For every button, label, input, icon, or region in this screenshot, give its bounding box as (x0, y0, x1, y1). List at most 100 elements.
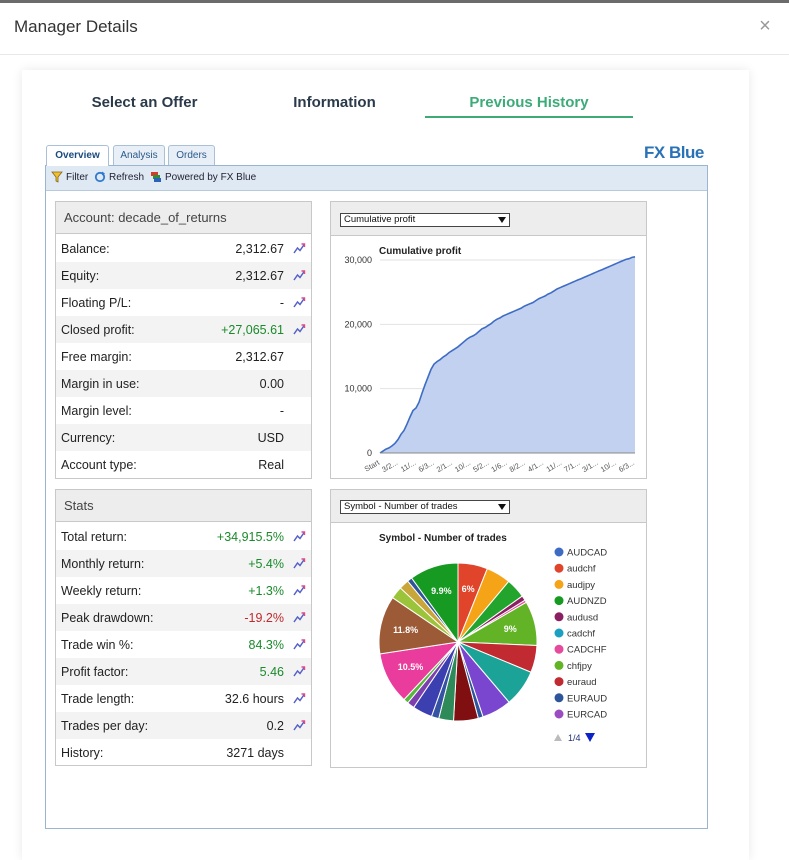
stats-label: Profit factor: (61, 665, 129, 679)
stats-value: +34,915.5% (216, 530, 284, 544)
x-tick-label: 10/... (453, 458, 472, 474)
account-panel: Account: decade_of_returns Balance: 2,312… (55, 201, 312, 479)
pie-type-select[interactable]: Symbol - Number of trades (340, 500, 510, 514)
account-value: 2,312.67 (235, 350, 284, 364)
x-tick-label: 11/... (545, 458, 563, 474)
stats-label: Weekly return: (61, 584, 142, 598)
legend-item-audnzd[interactable]: AUDNZD (567, 596, 607, 607)
account-value: - (279, 296, 284, 310)
legend-swatch (554, 693, 564, 703)
pie-slice-label: 10.5% (398, 662, 424, 672)
chart-trend-icon[interactable] (293, 611, 306, 624)
stats-label: Trades per day: (61, 719, 149, 733)
refresh-icon (94, 171, 106, 183)
x-tick-label: 6/3... (417, 458, 436, 474)
legend-item-cadchf[interactable]: cadchf (567, 629, 595, 640)
stats-title: Stats (56, 490, 311, 522)
fx-tab-orders[interactable]: Orders (168, 145, 215, 165)
legend-item-audjpy[interactable]: audjpy (567, 580, 595, 591)
legend-item-audcad[interactable]: AUDCAD (567, 548, 607, 559)
legend-item-audchf[interactable]: audchf (567, 564, 596, 575)
close-icon[interactable]: × (759, 15, 771, 37)
account-row-currency: Currency: USD (56, 424, 311, 451)
account-label: Account type: (61, 458, 137, 472)
legend-swatch (554, 709, 564, 719)
account-value: 2,312.67 (235, 269, 284, 283)
pie-slice-label: 9.9% (431, 586, 452, 596)
chart-type-select-value: Cumulative profit (344, 214, 416, 225)
legend-swatch (554, 579, 564, 589)
stats-value: 0.2 (266, 719, 284, 733)
account-row-balance: Balance: 2,312.67 (56, 235, 311, 262)
tab-select-an-offer[interactable]: Select an Offer (91, 94, 198, 111)
tab-information[interactable]: Information (293, 94, 376, 111)
x-tick-label: 1/6... (490, 458, 509, 474)
stats-panel: Stats Total return: +34,915.5% Monthly ret… (55, 489, 312, 766)
account-value: USD (257, 431, 284, 445)
chart-trend-icon[interactable] (293, 638, 306, 651)
x-tick-label: 2/1... (435, 458, 454, 474)
tab-previous-history[interactable]: Previous History (469, 94, 589, 111)
stats-row-monthly-return: Monthly return: +5.4% (56, 550, 311, 577)
stats-label: Monthly return: (61, 557, 145, 571)
refresh-button[interactable]: Refresh (94, 171, 144, 183)
stats-value: +1.3% (248, 584, 284, 598)
stats-value: 3271 days (226, 746, 284, 760)
legend-item-euraud[interactable]: euraud (567, 677, 597, 688)
filter-label: Filter (66, 171, 89, 183)
legend-page-indicator: 1/4 (568, 733, 581, 743)
legend-prev-icon[interactable] (554, 734, 562, 741)
chart-trend-icon[interactable] (293, 530, 306, 543)
powered-by-link[interactable]: Powered by FX Blue (150, 171, 256, 183)
y-tick-label: 30,000 (344, 255, 372, 265)
chart-title: Cumulative profit (379, 246, 462, 257)
account-label: Margin level: (61, 404, 132, 418)
cumulative-profit-chart: Cumulative profit 0 10,000 20,000 30,000 Star… (344, 246, 636, 474)
account-row-margin-in-use: Margin in use: 0.00 (56, 370, 311, 397)
stats-value: 32.6 hours (224, 692, 284, 706)
account-label: Margin in use: (61, 377, 140, 391)
cumulative-profit-panel: Cumulative profit Cumulative profit 0 10,0… (330, 201, 647, 479)
chart-trend-icon[interactable] (293, 323, 306, 336)
chart-trend-icon[interactable] (293, 296, 306, 309)
legend-item-chfjpy[interactable]: chfjpy (567, 661, 592, 672)
filter-button[interactable]: Filter (51, 171, 88, 183)
legend-swatch (554, 596, 564, 606)
area-fill (380, 256, 635, 453)
y-tick-label: 20,000 (344, 319, 372, 329)
chart-trend-icon[interactable] (293, 242, 306, 255)
legend-swatch (554, 677, 564, 687)
chart-trend-icon[interactable] (293, 692, 306, 705)
account-title: Account: decade_of_returns (56, 202, 311, 234)
pie-slice-k[interactable] (410, 562, 459, 644)
legend-item-euraud[interactable]: EURAUD (567, 693, 607, 704)
account-row-margin-level: Margin level: - (56, 397, 311, 424)
fx-tab-overview[interactable]: Overview (46, 145, 109, 166)
legend-item-eurcad[interactable]: EURCAD (567, 710, 607, 721)
chart-trend-icon[interactable] (293, 584, 306, 597)
chart-trend-icon[interactable] (293, 557, 306, 570)
fx-tab-analysis[interactable]: Analysis (113, 145, 165, 165)
stats-row-trade-length: Trade length: 32.6 hours (56, 685, 311, 712)
account-value: Real (258, 458, 284, 472)
x-tick-label: 11/... (399, 458, 417, 474)
legend-item-cadchf[interactable]: CADCHF (567, 645, 607, 656)
legend-next-icon[interactable] (585, 733, 595, 742)
active-tab-underline (425, 116, 633, 118)
legend-swatch (554, 547, 564, 557)
chart-trend-icon[interactable] (293, 269, 306, 282)
stats-row-total-return: Total return: +34,915.5% (56, 523, 311, 550)
x-tick-label: 3/2... (380, 458, 399, 474)
chart-trend-icon[interactable] (293, 719, 306, 732)
chart-type-select[interactable]: Cumulative profit (340, 213, 510, 227)
account-label: Balance: (61, 242, 110, 256)
chart-trend-icon[interactable] (293, 665, 306, 678)
x-tick-label: 10/... (599, 458, 618, 474)
x-tick-label: 7/1... (562, 458, 581, 474)
legend-item-audusd[interactable]: audusd (567, 612, 598, 623)
account-value: +27,065.61 (221, 323, 284, 337)
legend-swatch (554, 644, 564, 654)
stats-value: +5.4% (248, 557, 284, 571)
account-row-equity: Equity: 2,312.67 (56, 262, 311, 289)
stats-row-history: History: 3271 days (56, 739, 311, 766)
